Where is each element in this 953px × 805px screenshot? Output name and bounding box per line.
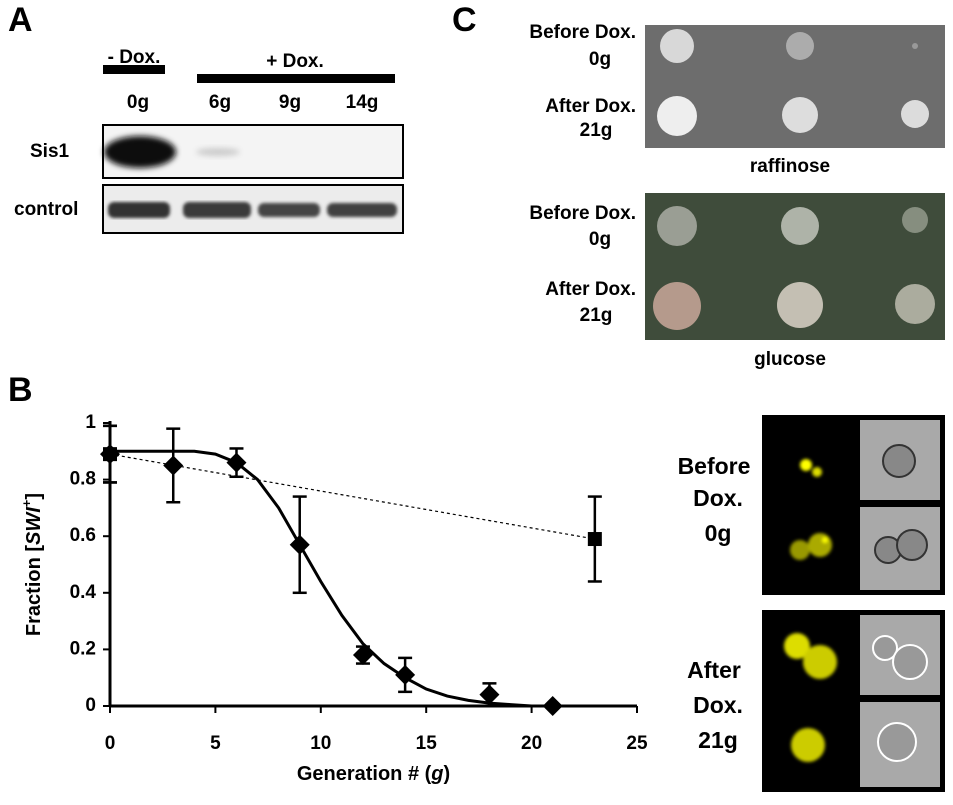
label-part: g: [430, 763, 443, 785]
panel-label: A: [8, 1, 33, 39]
x-tick-label: 10: [310, 733, 331, 754]
x-axis-label: Generation # (g): [297, 763, 450, 785]
lane-label: 14g: [346, 92, 379, 113]
label-part: +: [19, 499, 34, 507]
bands: [108, 202, 397, 218]
y-tick-label: 0.6: [70, 525, 96, 546]
point: [587, 532, 602, 547]
x-tick-label: 0: [105, 733, 116, 754]
row-label: 0g: [589, 229, 611, 250]
row-label: 21g: [580, 305, 613, 326]
colonies: [653, 29, 935, 330]
panel-label: B: [8, 371, 33, 409]
row-label: After Dox.: [545, 279, 636, 300]
micro-label: Dox.: [693, 485, 743, 511]
medium-label: raffinose: [750, 156, 830, 177]
point: [352, 645, 373, 666]
x-tick-label: 15: [416, 733, 438, 754]
row-label: control: [14, 199, 78, 220]
y-tick-label: 0: [85, 695, 96, 716]
row-label: After Dox.: [545, 96, 636, 117]
row-label: 0g: [589, 49, 611, 70]
label-part: Generation # (: [297, 763, 432, 785]
y-axis-label: Fraction [SWI+]: [19, 493, 45, 636]
x-tick-label: 25: [626, 733, 648, 754]
lane-label: 0g: [127, 92, 149, 113]
label-part: ): [444, 763, 451, 785]
micro-label: 21g: [698, 727, 738, 753]
point: [163, 455, 184, 476]
y-tick-label: 1: [85, 412, 96, 433]
bar: [103, 65, 165, 74]
panel-label: C: [452, 1, 477, 39]
row-label: Before Dox.: [529, 203, 636, 224]
label: - Dox.: [108, 47, 161, 68]
y-tick-label: 0.4: [70, 582, 97, 603]
row-label: Before Dox.: [529, 22, 636, 43]
micro-label: Before: [678, 453, 751, 479]
y-tick-label: 0.8: [70, 469, 96, 490]
bar: [197, 74, 395, 83]
point: [103, 447, 117, 462]
row-label: 21g: [580, 120, 613, 141]
band: [104, 136, 176, 168]
x-tick-label: 5: [210, 733, 221, 754]
y-tick-label: 0.2: [70, 638, 96, 659]
micro-label: After: [687, 657, 741, 683]
lane-label: 9g: [279, 92, 301, 113]
point: [542, 696, 563, 716]
row-label: Sis1: [30, 141, 70, 162]
series-line: [110, 449, 532, 708]
label-part: Fraction [: [23, 545, 45, 636]
micro-label: 0g: [705, 520, 732, 546]
label-part: SWI: [23, 507, 45, 545]
micro-label: Dox.: [693, 692, 743, 718]
medium-label: glucose: [754, 349, 826, 370]
label-part: ]: [23, 493, 45, 500]
series-line: [109, 453, 595, 540]
band: [196, 148, 240, 156]
micrographs: [762, 415, 945, 792]
point: [479, 684, 500, 705]
lane-label: 6g: [209, 92, 231, 113]
label: + Dox.: [266, 51, 324, 72]
x-tick-label: 20: [521, 733, 542, 754]
